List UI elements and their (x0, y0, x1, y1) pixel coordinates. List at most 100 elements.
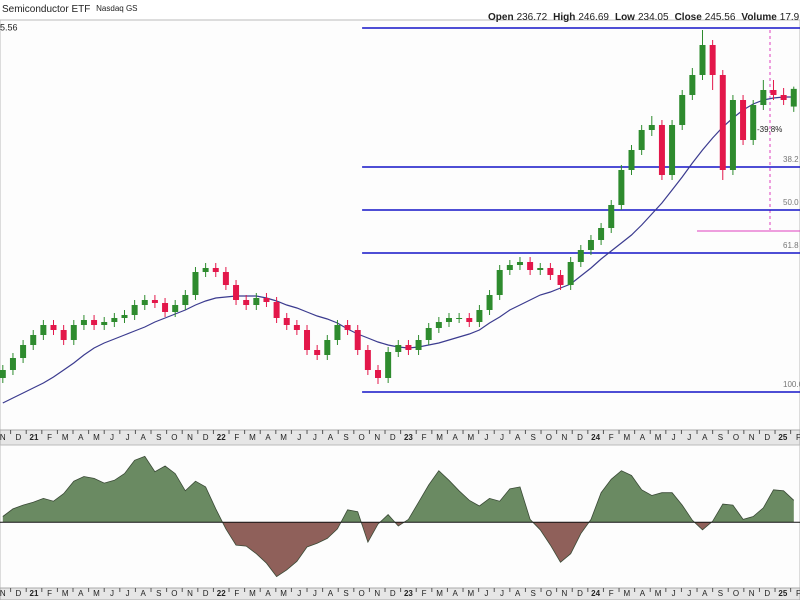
x-tick-label: M (623, 433, 630, 442)
x-tick-label: N (0, 433, 6, 442)
x-tick-label: 21 (30, 433, 39, 442)
candle-body (141, 300, 148, 305)
osc-line (2, 455, 795, 578)
candle-body (101, 322, 108, 325)
candle-body (0, 370, 6, 378)
x-tick-label: J (110, 433, 114, 442)
x-tick-label: 25 (778, 589, 787, 598)
candle-body (496, 270, 503, 295)
candle-body (456, 318, 463, 319)
x-tick-label: N (187, 589, 193, 598)
candle-body (435, 322, 442, 328)
x-tick-label: J (126, 589, 130, 598)
x-tick-label: D (203, 589, 209, 598)
candle-body (466, 318, 473, 322)
x-tick-label: A (78, 433, 84, 442)
candle-body (9, 358, 16, 370)
x-tick-label: F (609, 433, 614, 442)
x-tick-label: F (234, 589, 239, 598)
price-label: 5.56 (0, 22, 18, 32)
candle-body (445, 318, 452, 322)
candle-body (354, 330, 361, 350)
x-tick-label: O (171, 433, 177, 442)
stat-label: Close (675, 12, 703, 23)
candle-body (385, 352, 392, 378)
candle-body (537, 268, 544, 270)
osc-area-pos (2, 456, 794, 522)
candle-body (121, 315, 128, 318)
x-tick-label: N (749, 589, 755, 598)
candle-body (80, 320, 87, 325)
candle-body (334, 325, 341, 340)
x-tick-label: S (718, 589, 723, 598)
x-tick-label: M (436, 589, 443, 598)
x-tick-label: D (577, 589, 583, 598)
candle-body (395, 345, 402, 352)
candle-body (669, 125, 676, 175)
candle-body (273, 302, 280, 318)
x-tick-label: A (453, 433, 459, 442)
x-tick-label: A (702, 433, 708, 442)
x-tick-label: A (640, 433, 646, 442)
candle-body (740, 100, 747, 140)
fib-label: 61.8 (783, 241, 799, 250)
candle-body (91, 320, 98, 325)
candle-body (618, 170, 625, 205)
candle-body (658, 125, 665, 175)
candle-body (790, 88, 797, 107)
x-tick-label: D (764, 433, 770, 442)
x-tick-label: J (687, 433, 691, 442)
x-tick-label: J (313, 433, 317, 442)
x-tick-label: J (126, 433, 130, 442)
x-tick-label: F (422, 433, 427, 442)
x-tick-label: O (733, 589, 739, 598)
candle-body (172, 305, 179, 312)
x-tick-label: N (749, 433, 755, 442)
candle-body (131, 305, 138, 315)
candle-body (364, 350, 371, 370)
x-tick-label: F (609, 589, 614, 598)
candle-body (344, 325, 351, 330)
candle-body (182, 295, 189, 305)
x-tick-label: M (62, 589, 69, 598)
x-tick-label: D (764, 589, 770, 598)
candle-body (30, 335, 37, 345)
candle-body (608, 205, 615, 228)
x-tick-label: N (187, 433, 193, 442)
candle-body (679, 95, 686, 125)
x-tick-label: A (515, 433, 521, 442)
candle-body (60, 330, 67, 340)
x-tick-label: J (672, 433, 676, 442)
x-tick-label: A (265, 433, 271, 442)
x-tick-label: A (141, 433, 147, 442)
candle-body (425, 328, 432, 340)
x-tick-label: J (500, 589, 504, 598)
x-tick-label: N (562, 589, 568, 598)
fib-label: 38.2 (783, 155, 799, 164)
candle-body (40, 325, 47, 335)
candle-body (70, 325, 77, 340)
x-tick-label: A (702, 589, 708, 598)
candle-body (750, 105, 757, 140)
x-tick-label: D (390, 589, 396, 598)
x-tick-label: M (436, 433, 443, 442)
candle-body (405, 345, 412, 350)
candle-body (557, 275, 564, 285)
candle-body (729, 100, 736, 170)
stats: Open 236.72 High 246.69 Low 234.05 Close 245.56… (488, 12, 800, 23)
stat-label: High (553, 12, 575, 23)
x-tick-label: F (422, 589, 427, 598)
candle-body (760, 90, 767, 105)
x-tick-label: D (577, 433, 583, 442)
fib-label: 100.0 (783, 380, 800, 389)
x-tick-label: S (531, 589, 536, 598)
x-tick-label: M (467, 589, 474, 598)
candle-body (780, 95, 787, 100)
x-tick-label: N (0, 589, 6, 598)
x-tick-label: D (16, 433, 22, 442)
candle-body (638, 130, 645, 150)
x-tick-label: M (655, 589, 662, 598)
candle-body (719, 75, 726, 170)
x-tick-label: N (374, 589, 380, 598)
x-tick-label: 21 (30, 589, 39, 598)
